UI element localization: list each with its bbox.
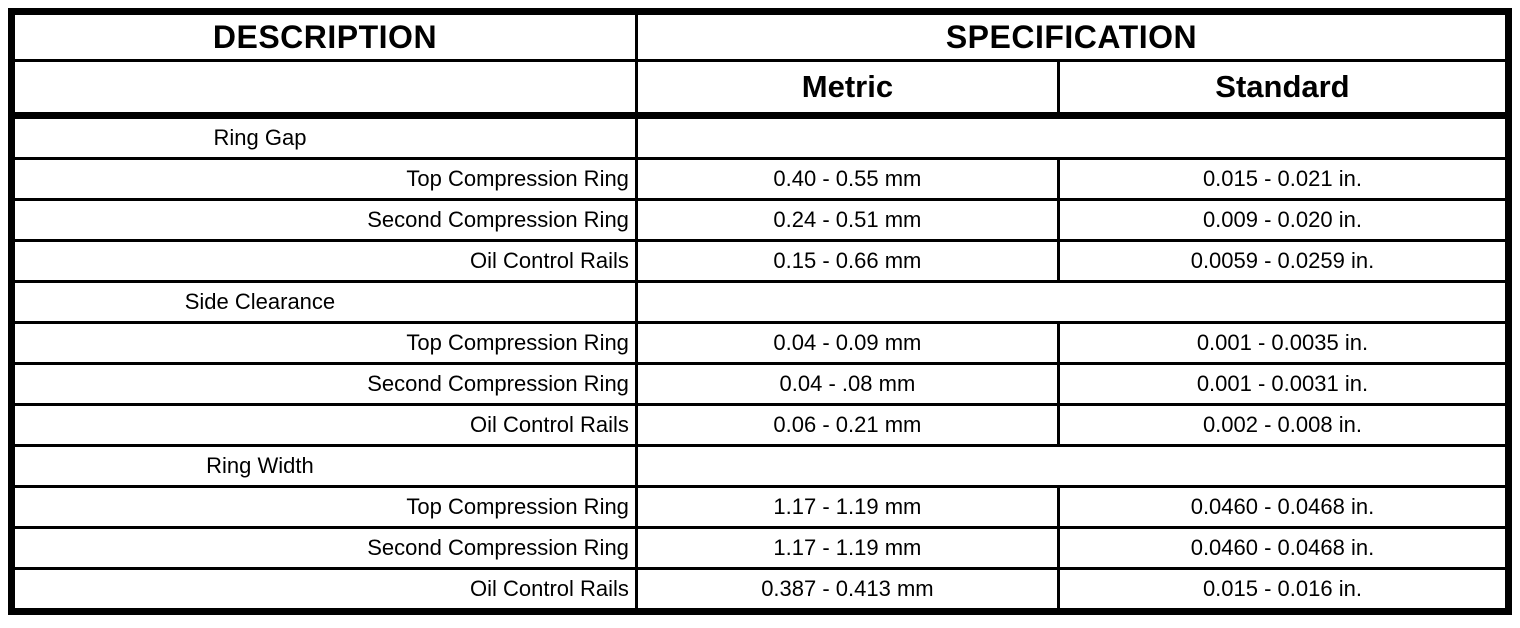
table-row: Second Compression Ring 1.17 - 1.19 mm 0… — [10, 526, 1511, 570]
metric-value-cell: 1.17 - 1.19 mm — [634, 485, 1060, 529]
description-cell: Second Compression Ring — [10, 198, 638, 242]
metric-value-cell: 0.24 - 0.51 mm — [634, 198, 1060, 242]
header-row-main: DESCRIPTION SPECIFICATION — [10, 10, 1511, 62]
table-row: Oil Control Rails 0.15 - 0.66 mm 0.0059 … — [10, 239, 1511, 283]
table-row: Top Compression Ring 0.04 - 0.09 mm 0.00… — [10, 321, 1511, 365]
section-spec-empty-cell — [634, 444, 1511, 488]
description-cell: Second Compression Ring — [10, 526, 638, 570]
description-cell: Second Compression Ring — [10, 362, 638, 406]
standard-value-cell: 0.0460 - 0.0468 in. — [1056, 485, 1511, 529]
table-row: Oil Control Rails 0.06 - 0.21 mm 0.002 -… — [10, 403, 1511, 447]
table-header: DESCRIPTION SPECIFICATION Metric Standar… — [10, 10, 1511, 119]
standard-column-header: Standard — [1056, 59, 1511, 119]
table-row: Second Compression Ring 0.24 - 0.51 mm 0… — [10, 198, 1511, 242]
standard-value-cell: 0.001 - 0.0035 in. — [1056, 321, 1511, 365]
description-cell: Oil Control Rails — [10, 403, 638, 447]
standard-value-cell: 0.0059 - 0.0259 in. — [1056, 239, 1511, 283]
standard-value-cell: 0.015 - 0.016 in. — [1056, 567, 1511, 613]
description-cell: Oil Control Rails — [10, 567, 638, 613]
section-row-ring-width: Ring Width — [10, 444, 1511, 488]
metric-column-header: Metric — [634, 59, 1060, 119]
metric-value-cell: 0.387 - 0.413 mm — [634, 567, 1060, 613]
metric-value-cell: 1.17 - 1.19 mm — [634, 526, 1060, 570]
description-cell: Top Compression Ring — [10, 321, 638, 365]
metric-value-cell: 0.06 - 0.21 mm — [634, 403, 1060, 447]
section-row-ring-gap: Ring Gap — [10, 114, 1511, 160]
metric-value-cell: 0.40 - 0.55 mm — [634, 157, 1060, 201]
description-header-empty-cell — [10, 59, 638, 119]
standard-value-cell: 0.002 - 0.008 in. — [1056, 403, 1511, 447]
description-cell: Oil Control Rails — [10, 239, 638, 283]
piston-ring-spec-table: DESCRIPTION SPECIFICATION Metric Standar… — [8, 8, 1512, 615]
section-label-cell: Side Clearance — [10, 280, 638, 324]
section-label-cell: Ring Width — [10, 444, 638, 488]
metric-value-cell: 0.04 - 0.09 mm — [634, 321, 1060, 365]
standard-value-cell: 0.009 - 0.020 in. — [1056, 198, 1511, 242]
section-row-side-clearance: Side Clearance — [10, 280, 1511, 324]
header-row-units: Metric Standard — [10, 59, 1511, 119]
standard-value-cell: 0.015 - 0.021 in. — [1056, 157, 1511, 201]
specification-column-header: SPECIFICATION — [634, 10, 1511, 62]
table-row: Top Compression Ring 0.40 - 0.55 mm 0.01… — [10, 157, 1511, 201]
table-row: Second Compression Ring 0.04 - .08 mm 0.… — [10, 362, 1511, 406]
standard-value-cell: 0.0460 - 0.0468 in. — [1056, 526, 1511, 570]
table-body: Ring Gap Top Compression Ring 0.40 - 0.5… — [10, 114, 1511, 613]
metric-value-cell: 0.15 - 0.66 mm — [634, 239, 1060, 283]
standard-value-cell: 0.001 - 0.0031 in. — [1056, 362, 1511, 406]
section-spec-empty-cell — [634, 114, 1511, 160]
section-label-cell: Ring Gap — [10, 114, 638, 160]
section-spec-empty-cell — [634, 280, 1511, 324]
table-row: Oil Control Rails 0.387 - 0.413 mm 0.015… — [10, 567, 1511, 613]
table-row: Top Compression Ring 1.17 - 1.19 mm 0.04… — [10, 485, 1511, 529]
metric-value-cell: 0.04 - .08 mm — [634, 362, 1060, 406]
description-column-header: DESCRIPTION — [10, 10, 638, 62]
description-cell: Top Compression Ring — [10, 485, 638, 529]
description-cell: Top Compression Ring — [10, 157, 638, 201]
